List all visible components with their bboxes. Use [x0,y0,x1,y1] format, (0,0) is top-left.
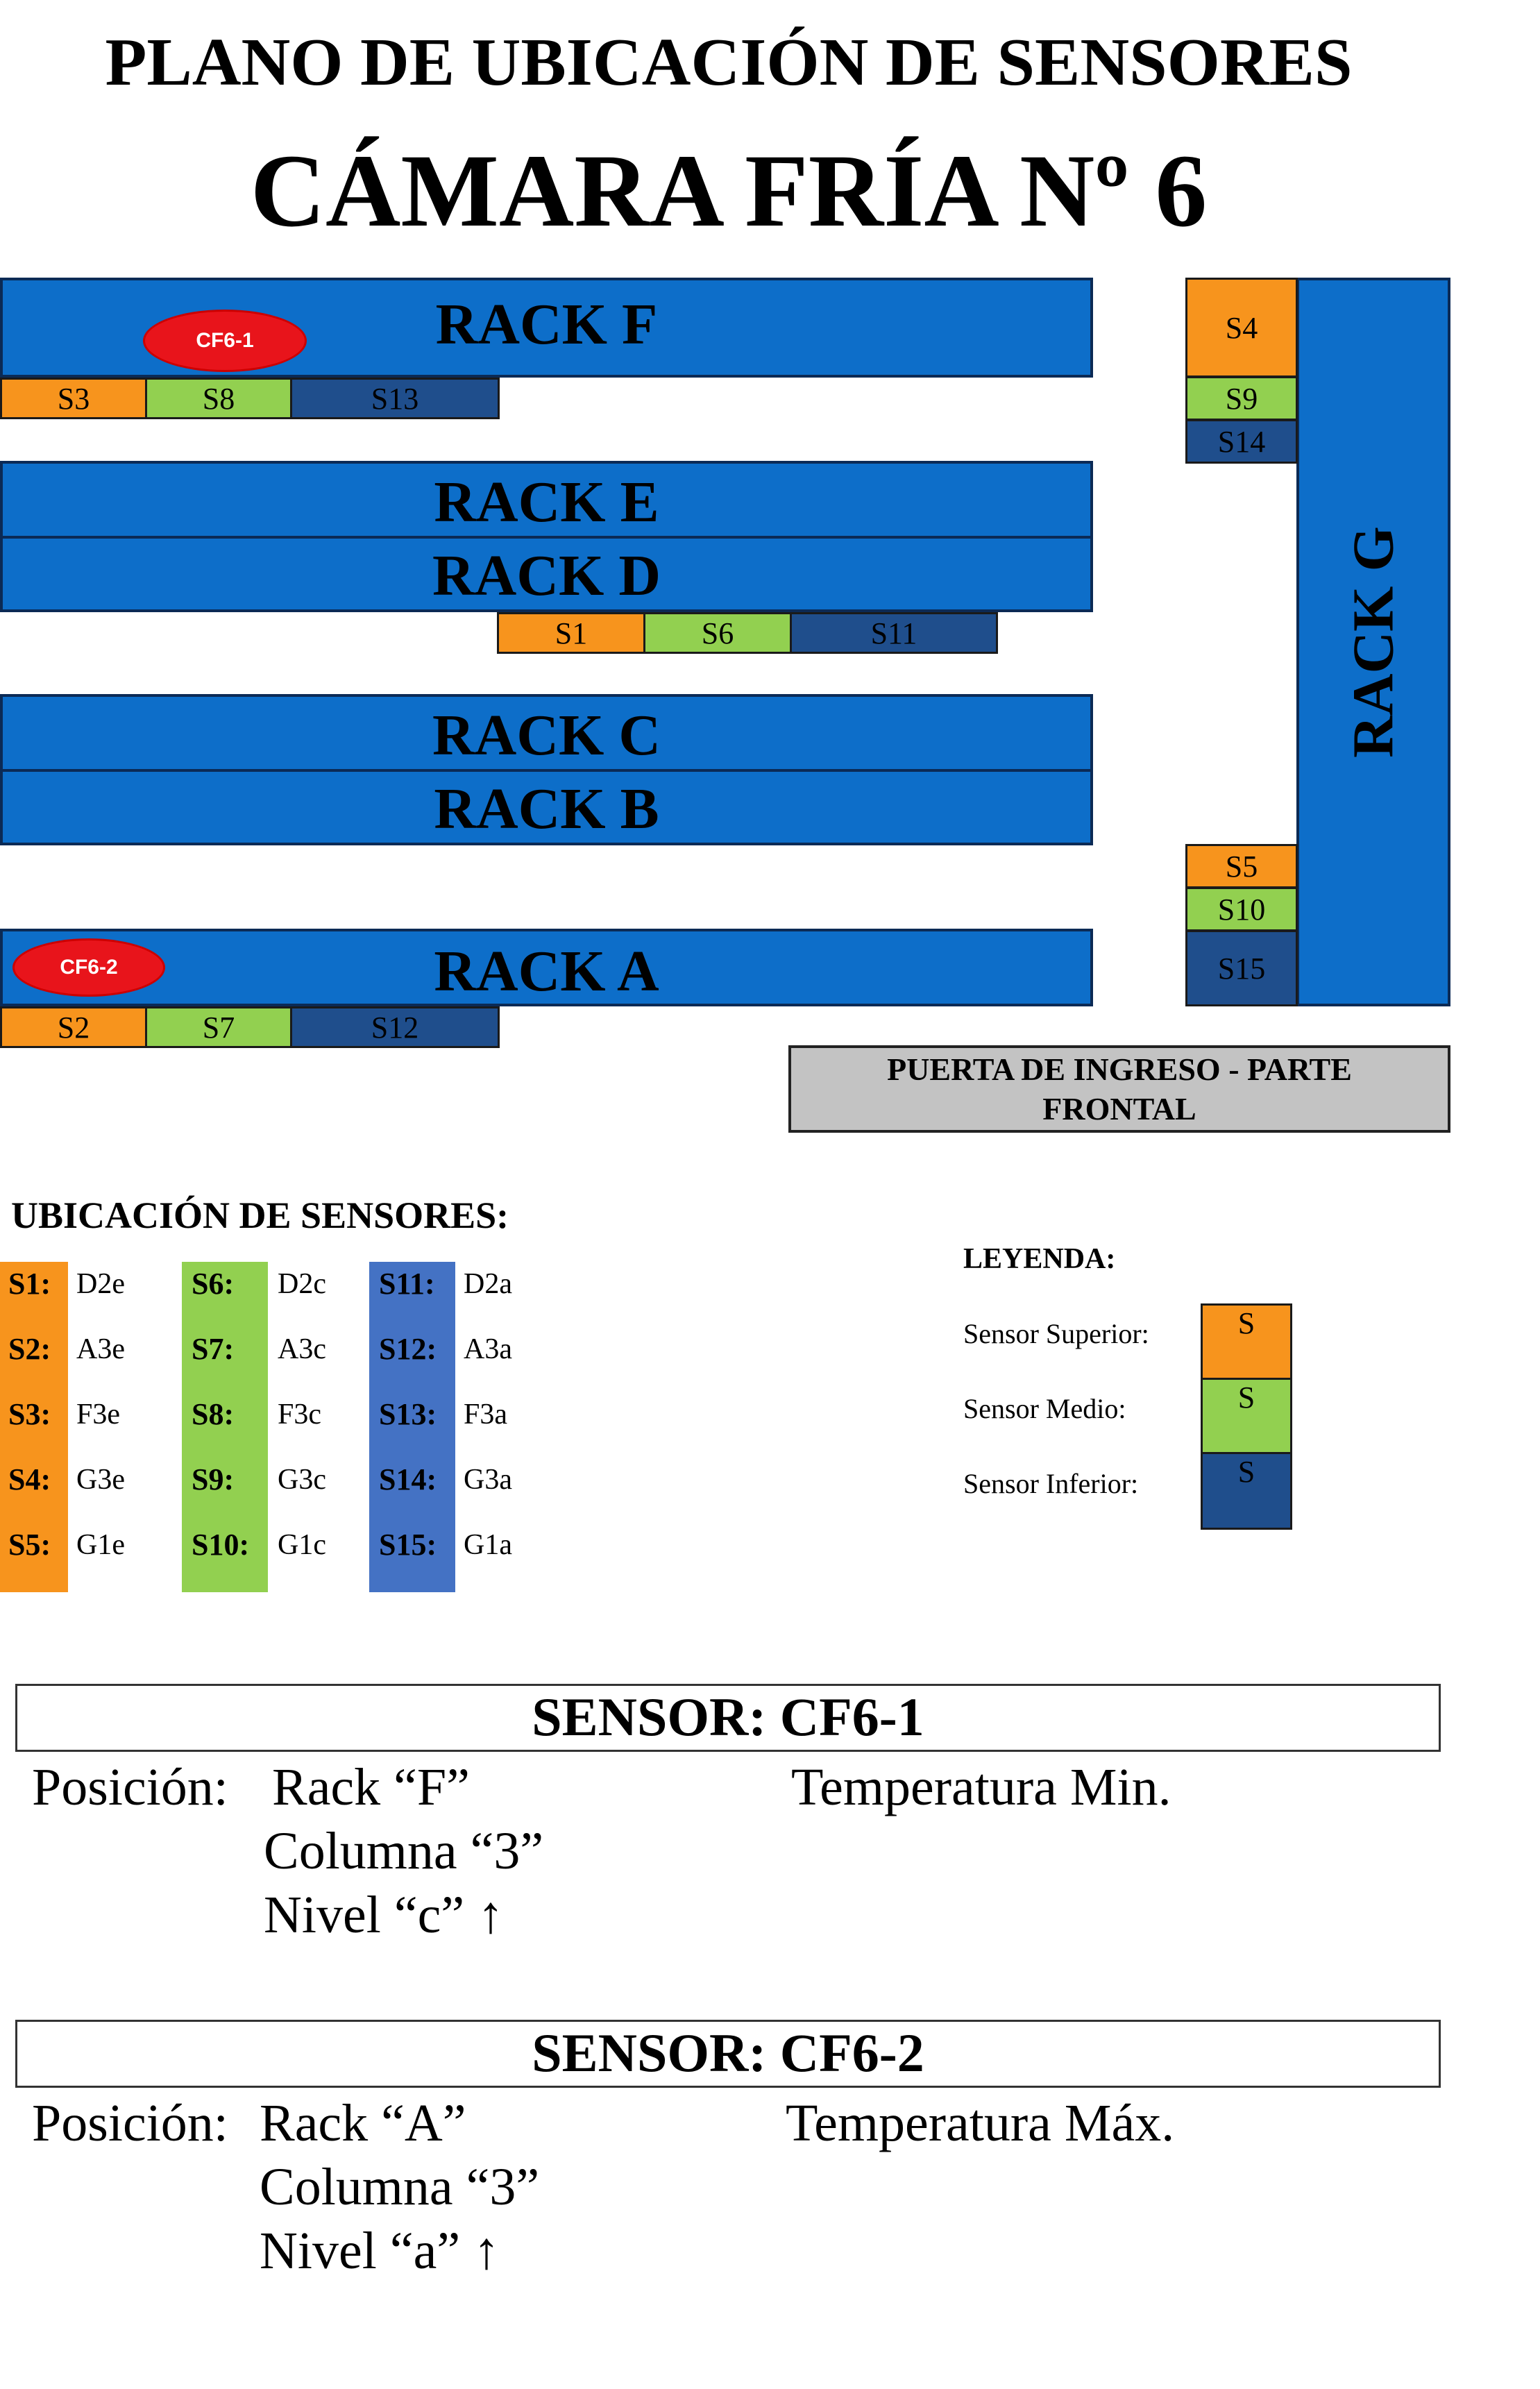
cell-s3: S3 [0,378,147,419]
location-value: D2e [76,1268,125,1300]
legend-swatch-inferior: S [1201,1452,1292,1530]
title-line-2: CÁMARA FRÍA Nº 6 [250,133,1208,248]
location-key: S2: [8,1332,51,1366]
cell-s10: S10 [1185,887,1298,931]
sensor-cf6-2-temperature: Temperatura Máx. [786,2094,1175,2152]
rack-e-label: RACK E [434,470,659,534]
cell-s7: S7 [145,1006,292,1048]
rack-e: RACK E [0,461,1093,539]
location-key: S4: [8,1462,51,1496]
location-value: A3c [278,1333,326,1365]
location-key: S11: [379,1267,435,1301]
cell-s4: S4 [1185,278,1298,378]
location-value: G3a [464,1464,512,1496]
location-key: S13: [379,1397,437,1431]
legend-swatch-superior: S [1201,1303,1292,1380]
cell-s5: S5 [1185,844,1298,888]
rack-a: RACK A [0,929,1093,1006]
rack-b-label: RACK B [434,777,659,841]
cell-s8: S8 [145,378,292,419]
locations-column-bar-superior [0,1262,68,1592]
location-key: S8: [192,1397,235,1431]
location-key: S14: [379,1462,437,1496]
location-value: F3c [278,1399,321,1430]
sensor-cf6-2-column: Columna “3” [260,2158,540,2216]
rack-b: RACK B [0,769,1093,845]
door-line-2: FRONTAL [1042,1091,1196,1126]
location-value: F3a [464,1399,507,1430]
location-value: D2a [464,1268,512,1300]
sensor-cf6-2-title: SENSOR: CF6-2 [15,2020,1441,2088]
sensor-cf6-2-rack: Rack “A” [260,2094,466,2152]
location-key: S9: [192,1462,235,1496]
location-value: G1a [464,1529,512,1561]
cell-s13: S13 [290,378,500,419]
legend-label-superior: Sensor Superior: [963,1318,1149,1349]
sensor-cf6-2-position-label: Posición: [32,2094,228,2152]
locations-column-bar-inferior [369,1262,455,1592]
rack-g: RACK G [1296,278,1450,1006]
location-key: S7: [192,1332,235,1366]
location-key: S1: [8,1267,51,1301]
legend-label-medio: Sensor Medio: [963,1393,1126,1424]
sensor-cf6-1-column: Columna “3” [264,1822,544,1880]
sensor-cf6-2-level: Nivel “a” ↑ [260,2222,500,2280]
rack-d-label: RACK D [432,543,661,608]
location-value: G1e [76,1529,125,1561]
rack-c: RACK C [0,694,1093,772]
sensor-cf6-1-rack: Rack “F” [272,1758,470,1816]
cell-s15: S15 [1185,930,1298,1006]
entrance-door: PUERTA DE INGRESO - PARTE FRONTAL [788,1045,1450,1133]
cell-s6: S6 [643,612,792,654]
door-line-1: PUERTA DE INGRESO - PARTE [887,1052,1352,1087]
cell-s11: S11 [790,612,998,654]
rack-d: RACK D [0,536,1093,612]
cell-s2: S2 [0,1006,147,1048]
location-key: S12: [379,1332,437,1366]
legend-swatch-text: S [1237,1381,1255,1415]
legend-swatch-text: S [1237,1306,1255,1340]
rack-f-label: RACK F [435,292,658,357]
location-value: A3e [76,1333,125,1365]
locations-heading: UBICACIÓN DE SENSORES: [11,1194,509,1236]
sensor-cf6-1-level: Nivel “c” ↑ [264,1886,505,1944]
location-value: D2c [278,1268,326,1300]
title-line-1: PLANO DE UBICACIÓN DE SENSORES [105,25,1353,100]
location-key: S3: [8,1397,51,1431]
location-value: G3e [76,1464,125,1496]
sensor-cf6-1-marker: CF6-1 [143,310,307,372]
cell-s9: S9 [1185,376,1298,421]
location-key: S15: [379,1528,437,1562]
location-key: S6: [192,1267,235,1301]
legend-label-inferior: Sensor Inferior: [963,1468,1139,1499]
legend-title: LEYENDA: [963,1243,1116,1275]
rack-a-label: RACK A [434,939,659,1004]
location-value: G1c [278,1529,326,1561]
sensor-cf6-1-position-label: Posición: [32,1758,228,1816]
location-key: S5: [8,1528,51,1562]
legend-swatch-medio: S [1201,1378,1292,1454]
sensor-cf6-1-temperature: Temperatura Min. [791,1758,1171,1816]
legend-swatch-text: S [1237,1455,1255,1489]
cell-s12: S12 [290,1006,500,1048]
cell-s14: S14 [1185,419,1298,464]
sensor-cf6-2-marker: CF6-2 [12,938,165,997]
cell-s1: S1 [497,612,645,654]
location-value: F3e [76,1399,120,1430]
location-value: G3c [278,1464,326,1496]
rack-g-label: RACK G [1341,526,1406,758]
location-key: S10: [192,1528,250,1562]
locations-column-bar-medio [182,1262,268,1592]
location-value: A3a [464,1333,512,1365]
sensor-cf6-1-title: SENSOR: CF6-1 [15,1684,1441,1752]
rack-c-label: RACK C [432,703,661,768]
